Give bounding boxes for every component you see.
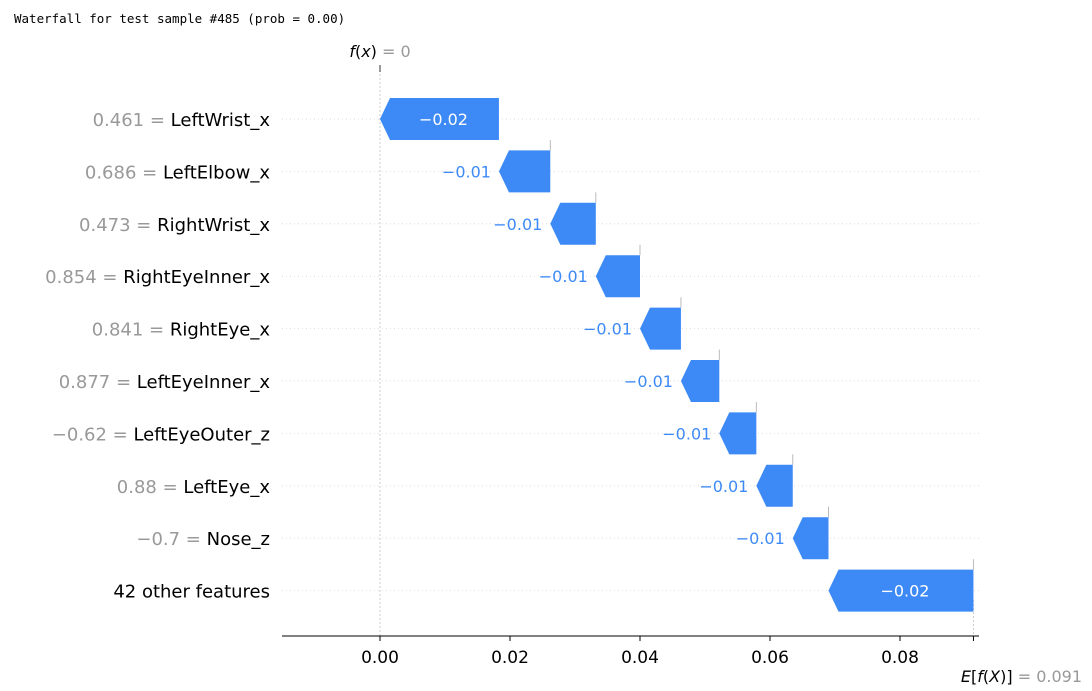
bar-lefteyeouter_z [719, 412, 757, 455]
x-tick-label: 0.08 [881, 648, 919, 668]
contribution-label: −0.01 [736, 529, 785, 548]
contribution-label: −0.01 [539, 267, 588, 286]
x-tick-label: 0.04 [621, 648, 659, 668]
feature-label: 0.461 = LeftWrist_x [93, 110, 271, 131]
fx-label: f(x) = 0 [349, 42, 410, 61]
bar-leftwrist_x [380, 98, 499, 140]
bar-righteye_x [640, 307, 681, 350]
contribution-label: −0.01 [442, 162, 491, 181]
feature-label: 0.473 = RightWrist_x [79, 215, 270, 236]
feature-label: 0.88 = LeftEye_x [117, 477, 271, 498]
bar-42-other-features [828, 569, 974, 612]
x-tick-label: 0.00 [361, 648, 399, 668]
bar-rightwrist_x [550, 202, 596, 245]
x-tick-label: 0.02 [491, 648, 529, 668]
bar-nose_z [792, 517, 829, 560]
contribution-label: −0.02 [880, 582, 929, 601]
bar-righteyeinner_x [595, 255, 640, 298]
contribution-label: −0.01 [583, 320, 632, 339]
contribution-label: −0.01 [624, 372, 673, 391]
feature-label: 0.841 = RightEye_x [92, 320, 271, 341]
contribution-label: −0.01 [662, 424, 711, 443]
bar-lefteyeinner_x [680, 360, 720, 402]
figure-caption: Waterfall for test sample #485 (prob = 0… [14, 11, 346, 26]
feature-label: −0.62 = LeftEyeOuter_z [52, 424, 270, 445]
x-tick-label: 0.06 [751, 648, 789, 668]
feature-label: 0.854 = RightEyeInner_x [45, 267, 270, 288]
feature-label: 0.686 = LeftElbow_x [85, 162, 270, 183]
feature-label: 42 other features [113, 582, 270, 603]
contribution-label: −0.01 [493, 215, 542, 234]
contribution-label: −0.01 [699, 477, 748, 496]
base-label: E[f(X)] = 0.091 [961, 667, 1082, 686]
feature-label: 0.877 = LeftEyeInner_x [59, 372, 271, 393]
bar-lefteye_x [756, 464, 793, 507]
feature-label: −0.7 = Nose_z [136, 529, 270, 550]
bar-leftelbow_x [498, 150, 551, 193]
contribution-label: −0.02 [419, 110, 468, 129]
